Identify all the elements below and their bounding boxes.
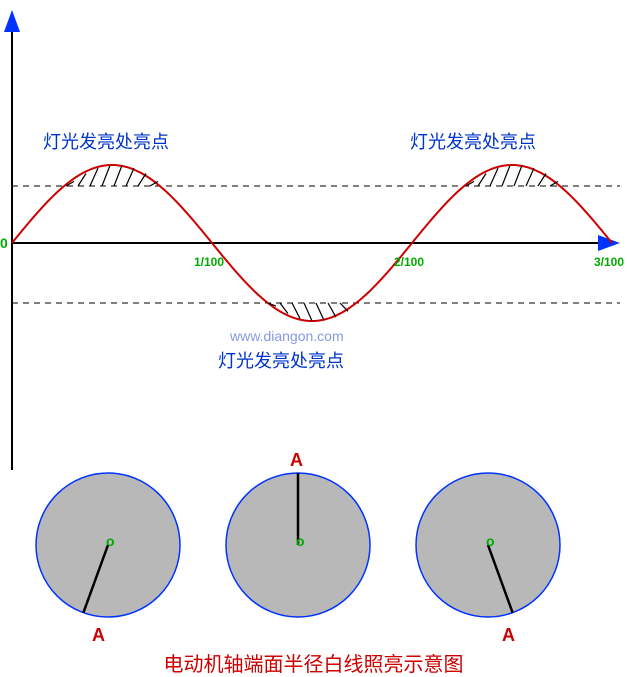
origin-label: 0 xyxy=(0,235,8,251)
circle-point-label: A xyxy=(92,625,105,646)
circle-center-label: o xyxy=(486,533,495,549)
x-tick-label: 3/100 xyxy=(594,255,624,269)
x-tick-label: 1/100 xyxy=(194,255,224,269)
annotation-bottom: 灯光发亮处亮点 xyxy=(218,347,344,373)
watermark: www.diangon.com xyxy=(230,328,344,344)
caption: 电动机轴端面半径白线照亮示意图 xyxy=(0,648,627,677)
x-tick-label: 2/100 xyxy=(394,255,424,269)
circle-center-label: o xyxy=(296,533,305,549)
circle-center-label: o xyxy=(106,533,115,549)
diagram-canvas: 灯光发亮处亮点 灯光发亮处亮点 灯光发亮处亮点 www.diangon.com … xyxy=(0,0,627,670)
circle-point-label: A xyxy=(502,625,515,646)
annotation-top-left: 灯光发亮处亮点 xyxy=(43,128,169,154)
circle-point-label: A xyxy=(290,450,303,471)
annotation-top-right: 灯光发亮处亮点 xyxy=(410,128,536,154)
